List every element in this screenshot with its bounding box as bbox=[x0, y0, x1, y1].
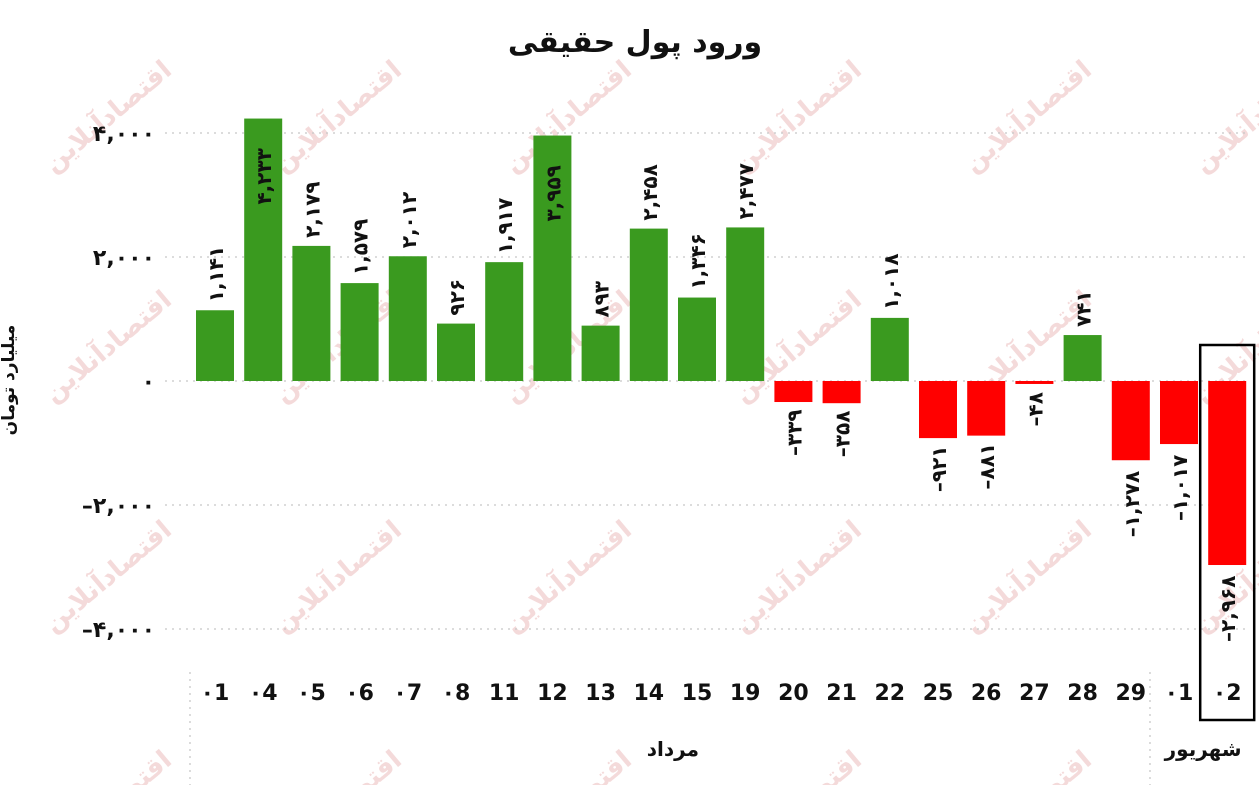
data-label: ۱,۳۴۶ bbox=[686, 233, 710, 289]
x-tick-label: 27 bbox=[1019, 681, 1050, 706]
x-tick-label: ۰4 bbox=[249, 681, 278, 706]
x-tick-label: ۰8 bbox=[442, 681, 471, 706]
data-label: ۱,۰۱۸ bbox=[879, 253, 903, 309]
bar bbox=[1160, 381, 1198, 445]
data-label: ۸۹۳ bbox=[590, 281, 614, 318]
data-label: ۴,۲۳۳ bbox=[252, 148, 276, 204]
data-label: –۹۲۱ bbox=[927, 445, 951, 492]
data-label: ۳,۹۵۹ bbox=[541, 165, 565, 221]
x-tick-label: ۰1 bbox=[201, 681, 230, 706]
data-label: ۱,۵۷۹ bbox=[349, 219, 373, 275]
bar bbox=[244, 118, 283, 381]
bar bbox=[533, 135, 572, 381]
x-tick-label: 29 bbox=[1115, 681, 1146, 706]
chart-title: ورود پول حقیقی bbox=[508, 25, 762, 60]
bar bbox=[678, 297, 716, 381]
x-axis-groups: مرداد شهریور bbox=[647, 737, 1242, 761]
y-tick-label: ۴,۰۰۰ bbox=[93, 122, 155, 147]
x-tick-label: ۰5 bbox=[297, 681, 326, 706]
x-axis-ticks: ۰1 ۰4 ۰5 ۰6 ۰7 ۰8 11 12 13 14 15 19 20 21 22 25 26 27 28 29… bbox=[201, 681, 1242, 706]
bar bbox=[1063, 335, 1102, 381]
x-group-label: شهریور bbox=[1164, 737, 1242, 761]
highlight-box bbox=[1198, 343, 1256, 722]
y-tick-label: ۰ bbox=[142, 370, 155, 395]
data-labels: ۱,۱۴۱ ۴,۲۳۳ ۲,۱۷۹ ۱,۵۷۹ ۲,۰۱۲ ۹۲۶ ۱,۹۱۷ ۳,۹۵۹ ۸۹… bbox=[204, 148, 1240, 642]
bar bbox=[292, 245, 331, 381]
bars bbox=[196, 118, 1247, 566]
y-axis-ticks: ۴,۰۰۰ ۲,۰۰۰ ۰ –۲,۰۰۰ –۴,۰۰۰ bbox=[82, 122, 155, 643]
data-label: ۷۴۱ bbox=[1072, 290, 1096, 327]
x-tick-label: ۰6 bbox=[345, 681, 374, 706]
bar bbox=[629, 228, 668, 381]
data-label: ۲,۰۱۲ bbox=[397, 192, 421, 248]
bar bbox=[437, 323, 475, 381]
y-tick-label: ۲,۰۰۰ bbox=[93, 246, 155, 271]
data-label: ۹۲۶ bbox=[445, 279, 469, 316]
x-tick-label: 19 bbox=[730, 681, 761, 706]
data-label: –۱,۰۱۷ bbox=[1168, 455, 1192, 521]
x-tick-label: ۰2 bbox=[1213, 681, 1242, 706]
bar bbox=[774, 381, 813, 403]
bar bbox=[340, 283, 379, 381]
x-tick-label: ۰1 bbox=[1165, 681, 1194, 706]
bar bbox=[1111, 381, 1150, 461]
x-group-label: مرداد bbox=[647, 737, 699, 761]
x-tick-label: 14 bbox=[633, 681, 664, 706]
data-label: –۳۵۸ bbox=[831, 411, 855, 458]
bar bbox=[822, 381, 861, 404]
y-tick-label: –۴,۰۰۰ bbox=[82, 618, 155, 643]
x-tick-label: 15 bbox=[682, 681, 713, 706]
bar bbox=[1015, 381, 1054, 384]
data-label: –۸۸۱ bbox=[975, 443, 999, 490]
data-label: –۱,۲۷۸ bbox=[1120, 471, 1144, 537]
bar bbox=[485, 262, 524, 381]
bar bbox=[967, 381, 1006, 436]
data-label: ۱,۱۴۱ bbox=[204, 246, 228, 302]
x-tick-label: 21 bbox=[826, 681, 857, 706]
y-axis-label: میلیارد تومان bbox=[0, 325, 19, 436]
data-label: –۳۳۹ bbox=[782, 409, 806, 456]
data-label: ۱,۹۱۷ bbox=[493, 198, 517, 254]
bar bbox=[1208, 381, 1247, 566]
x-tick-label: 12 bbox=[537, 681, 568, 706]
data-label: –۴۸ bbox=[1023, 392, 1047, 426]
x-tick-label: 22 bbox=[874, 681, 905, 706]
y-tick-label: –۲,۰۰۰ bbox=[82, 494, 155, 519]
data-label: ۲,۴۵۸ bbox=[638, 164, 662, 220]
x-tick-label: ۰7 bbox=[393, 681, 422, 706]
x-tick-label: 26 bbox=[971, 681, 1002, 706]
x-tick-label: 11 bbox=[489, 681, 520, 706]
x-tick-label: 28 bbox=[1067, 681, 1098, 706]
x-tick-label: 13 bbox=[585, 681, 616, 706]
x-tick-label: 25 bbox=[923, 681, 954, 706]
bar bbox=[581, 325, 620, 381]
data-label: ۲,۴۷۷ bbox=[734, 163, 758, 219]
bar bbox=[919, 381, 957, 439]
bar bbox=[870, 317, 909, 381]
data-label: ۲,۱۷۹ bbox=[300, 181, 324, 237]
bar bbox=[388, 256, 427, 381]
bar bbox=[196, 310, 234, 381]
data-label: –۲,۹۶۸ bbox=[1216, 576, 1240, 642]
bar bbox=[726, 227, 765, 381]
x-tick-label: 20 bbox=[778, 681, 809, 706]
